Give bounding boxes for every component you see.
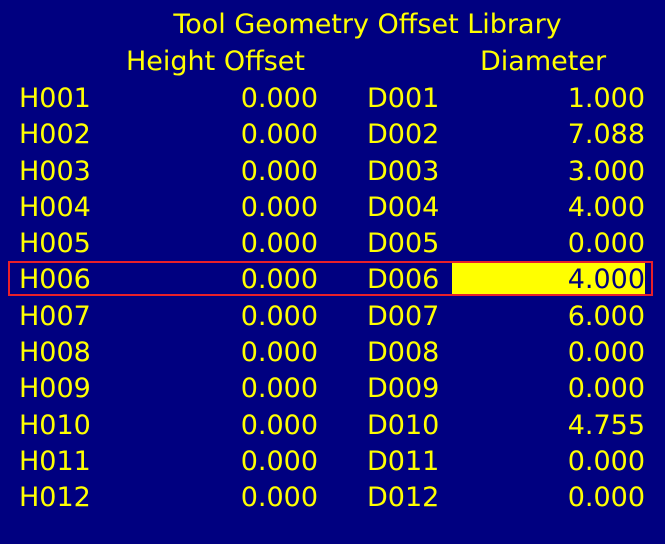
height-offset-id: H003 (19, 155, 91, 187)
diameter-value[interactable]: 4.000 (567, 191, 645, 223)
height-offset-id: H005 (19, 228, 91, 260)
diameter-value[interactable]: 0.000 (567, 228, 645, 260)
height-offset-value[interactable]: 0.000 (240, 445, 318, 477)
height-offset-value[interactable]: 0.000 (240, 337, 318, 369)
height-offset-value[interactable]: 0.000 (240, 228, 318, 260)
page-title: Tool Geometry Offset Library (173, 9, 562, 40)
diameter-value[interactable]: 4.755 (567, 409, 645, 441)
offset-row[interactable]: H007 0.000 D007 6.000 (0, 299, 665, 335)
diameter-value[interactable]: 7.088 (567, 119, 645, 151)
height-offset-value[interactable]: 0.000 (240, 373, 318, 405)
height-offset-value[interactable]: 0.000 (240, 155, 318, 187)
height-offset-id: H004 (19, 191, 91, 223)
diameter-id: D003 (367, 155, 440, 187)
height-offset-value[interactable]: 0.000 (240, 264, 318, 296)
height-offset-value[interactable]: 0.000 (240, 300, 318, 332)
height-offset-header: Height Offset (126, 46, 305, 77)
diameter-value[interactable]: 0.000 (567, 482, 645, 514)
height-offset-value[interactable]: 0.000 (240, 191, 318, 223)
offset-row[interactable]: H009 0.000 D009 0.000 (0, 371, 665, 407)
diameter-id: D006 (367, 264, 440, 296)
height-offset-id: H008 (19, 337, 91, 369)
diameter-value[interactable]: 0.000 (567, 445, 645, 477)
diameter-id: D005 (367, 228, 440, 260)
height-offset-id: H001 (19, 83, 91, 114)
diameter-id: D011 (367, 445, 440, 477)
offset-row[interactable]: H012 0.000 D012 0.000 (0, 480, 665, 516)
offset-row[interactable]: H005 0.000 D005 0.000 (0, 226, 665, 262)
diameter-value[interactable]: 3.000 (567, 155, 645, 187)
height-offset-value[interactable]: 0.000 (240, 83, 318, 114)
diameter-id: D004 (367, 191, 440, 223)
offset-row-selected[interactable]: H006 0.000 D006 4.000 (0, 261, 665, 298)
offset-table: H001 0.000 D001 1.000 H002 0.000 D002 7.… (0, 81, 665, 517)
offset-row[interactable]: H003 0.000 D003 3.000 (0, 154, 665, 190)
diameter-id: D012 (367, 482, 440, 514)
diameter-value[interactable]: 1.000 (567, 83, 645, 114)
diameter-value[interactable]: 6.000 (567, 300, 645, 332)
offset-row[interactable]: H008 0.000 D008 0.000 (0, 335, 665, 371)
offset-row[interactable]: H010 0.000 D010 4.755 (0, 408, 665, 444)
diameter-id: D008 (367, 337, 440, 369)
diameter-id: D007 (367, 300, 440, 332)
height-offset-value[interactable]: 0.000 (240, 482, 318, 514)
height-offset-id: H002 (19, 119, 91, 151)
diameter-id: D010 (367, 409, 440, 441)
height-offset-value[interactable]: 0.000 (240, 409, 318, 441)
offset-row[interactable]: H002 0.000 D002 7.088 (0, 117, 665, 153)
offset-row[interactable]: H004 0.000 D004 4.000 (0, 190, 665, 226)
edit-cursor-highlight (452, 263, 645, 295)
offset-row[interactable]: H011 0.000 D011 0.000 (0, 444, 665, 480)
diameter-header: Diameter (480, 46, 607, 77)
diameter-id: D002 (367, 119, 440, 151)
diameter-value[interactable]: 0.000 (567, 373, 645, 405)
diameter-id: D009 (367, 373, 440, 405)
diameter-value[interactable]: 0.000 (567, 337, 645, 369)
diameter-id: D001 (367, 83, 440, 114)
height-offset-id: H007 (19, 300, 91, 332)
height-offset-value[interactable]: 0.000 (240, 119, 318, 151)
diameter-value-active[interactable]: 4.000 (567, 264, 645, 296)
offset-row[interactable]: H001 0.000 D001 1.000 (0, 81, 665, 117)
height-offset-id: H009 (19, 373, 91, 405)
height-offset-id: H006 (19, 264, 91, 296)
height-offset-id: H011 (19, 445, 91, 477)
height-offset-id: H010 (19, 409, 91, 441)
height-offset-id: H012 (19, 482, 91, 514)
